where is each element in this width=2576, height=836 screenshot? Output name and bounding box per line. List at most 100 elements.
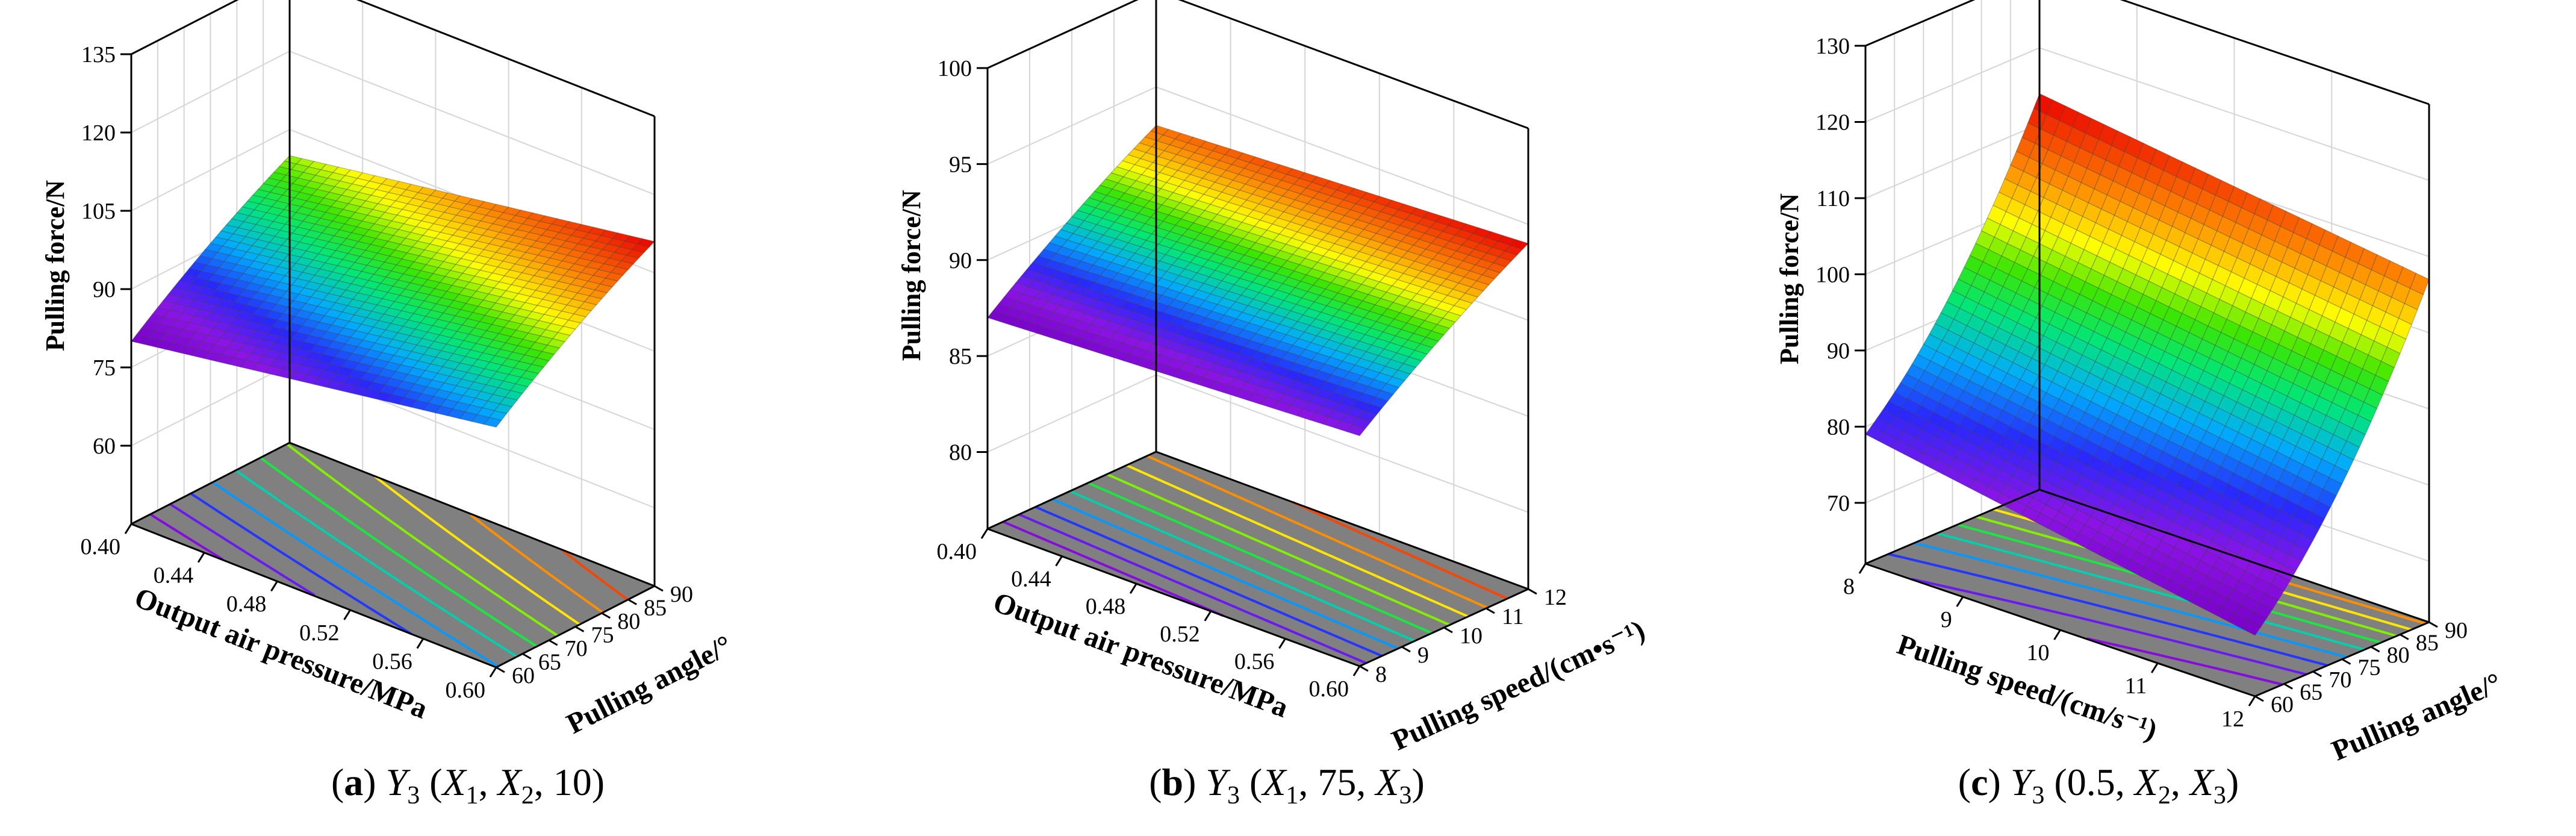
- axis-frame-edge: [2039, 488, 2430, 623]
- z-tick-label: 90: [1827, 338, 1850, 364]
- y-tick-label: 60: [2271, 692, 2294, 717]
- y-tick-label: 80: [2387, 643, 2410, 668]
- y-axis-title: Pulling angle/°: [562, 629, 738, 740]
- z-axis-title: Pulling force/N: [40, 180, 70, 351]
- surface-cell: [1453, 299, 1473, 310]
- surface-cell: [1448, 305, 1467, 316]
- x-tick: [2053, 629, 2061, 640]
- z-axis-title: Pulling force/N: [1775, 193, 1804, 364]
- y-tick: [601, 612, 611, 619]
- x-tick: [124, 523, 132, 534]
- x-tick-label: 12: [2221, 707, 2244, 732]
- surface-cell: [2253, 602, 2273, 619]
- grid-line: [1156, 374, 1529, 513]
- axis-frame-edge: [131, 0, 239, 55]
- z-tick-label: 80: [949, 440, 972, 466]
- surface-cell: [1397, 363, 1417, 375]
- axis-frame-edge: [987, 528, 1360, 667]
- y-tick-label: 75: [591, 623, 614, 648]
- x-tick-label: 0.52: [1160, 622, 1200, 647]
- x-tick-label: 0.40: [937, 539, 977, 564]
- y-tick: [574, 626, 585, 632]
- surface-cell: [1386, 376, 1405, 388]
- z-tick-label: 95: [949, 152, 972, 177]
- surface-cell: [2311, 500, 2332, 519]
- surface-mesh: [986, 125, 1529, 437]
- y-axis-title: Pulling angle/°: [2327, 667, 2506, 767]
- y-tick-label: 12: [1544, 585, 1567, 610]
- x-tick: [1055, 555, 1063, 567]
- x-tick: [416, 638, 425, 649]
- x-tick-label: 11: [2125, 673, 2147, 699]
- surface-cell: [2363, 388, 2383, 410]
- surface-cell: [2294, 533, 2314, 552]
- surface-cell: [615, 260, 635, 270]
- x-tick-label: 0.48: [1086, 594, 1126, 619]
- surface-cell: [631, 243, 650, 254]
- surface-cell: [1436, 317, 1456, 329]
- x-tick: [1204, 611, 1212, 622]
- x-tick-label: 0.60: [1309, 676, 1349, 702]
- grid-line: [1156, 86, 1529, 225]
- y-tick-label: 90: [670, 582, 693, 607]
- x-tick: [1129, 583, 1137, 594]
- surface-cell: [1346, 424, 1366, 437]
- y-tick: [496, 666, 505, 673]
- surface-cell: [583, 295, 603, 305]
- x-tick-label: 0.44: [1011, 567, 1051, 592]
- y-tick-label: 10: [1460, 623, 1482, 649]
- floor-contour: [286, 443, 559, 637]
- axis-frame-edge: [1865, 488, 2040, 565]
- z-tick-label: 85: [949, 344, 972, 369]
- grid-line: [289, 51, 655, 195]
- y-tick-label: 90: [2445, 618, 2468, 643]
- y-tick: [627, 599, 637, 605]
- surface-cell: [1380, 383, 1400, 395]
- x-tick: [1352, 666, 1361, 676]
- z-tick-label: 120: [1815, 110, 1850, 135]
- surface-cell: [536, 351, 555, 361]
- axis-frame-edge: [289, 441, 655, 587]
- surface-cell: [605, 272, 624, 282]
- floor-contour: [1125, 464, 1469, 618]
- surface-cell: [2305, 511, 2326, 531]
- surface-cell: [2375, 361, 2395, 382]
- surface-cell: [1470, 280, 1490, 292]
- surface-cell: [2398, 303, 2418, 325]
- y-tick: [1359, 665, 1369, 672]
- axis-frame-edge: [1865, 0, 1976, 47]
- surface-cell: [1352, 417, 1372, 429]
- x-tick-label: 0.48: [226, 591, 267, 617]
- y-tick-label: 75: [2358, 655, 2381, 681]
- x-tick-label: 0.40: [81, 534, 121, 560]
- surface-cell: [1504, 245, 1523, 256]
- y-tick-label: 8: [1375, 662, 1387, 687]
- surface-cell: [1369, 396, 1389, 408]
- floor-contour: [1106, 473, 1451, 626]
- y-tick-label: 65: [2300, 680, 2322, 705]
- y-tick-label: 60: [512, 663, 535, 688]
- y-tick: [1401, 646, 1411, 653]
- surface-mesh: [130, 155, 656, 428]
- z-axis-title: Pulling force/N: [897, 190, 926, 361]
- z-tick-label: 80: [1827, 414, 1850, 440]
- z-tick-label: 75: [93, 355, 116, 381]
- x-tick-label: 0.52: [299, 620, 340, 646]
- y-tick-label: 11: [1502, 604, 1524, 629]
- x-tick: [489, 667, 497, 678]
- x-tick: [2248, 696, 2256, 707]
- z-tick-label: 110: [1816, 186, 1850, 211]
- x-tick: [1858, 563, 1867, 574]
- floor-contour: [1914, 541, 2347, 659]
- y-tick-label: 80: [617, 609, 640, 634]
- y-tick: [522, 653, 532, 660]
- floor-contour: [1911, 578, 2307, 676]
- surface-cell: [594, 284, 614, 293]
- floor-contour: [211, 481, 499, 668]
- z-tick-label: 70: [1827, 491, 1850, 516]
- surface-cell: [2241, 619, 2262, 636]
- floor-plane: [1865, 490, 2429, 696]
- x-tick: [980, 528, 989, 539]
- floor-contour: [1292, 501, 1508, 600]
- x-tick: [343, 610, 351, 620]
